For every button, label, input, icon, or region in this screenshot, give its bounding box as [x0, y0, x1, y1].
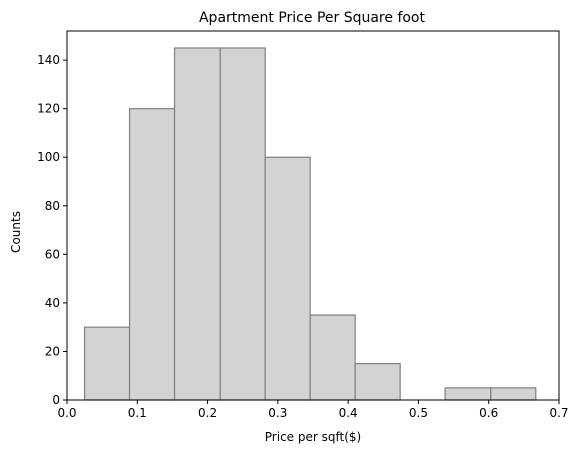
histogram-bar: [128, 108, 176, 401]
x-tick-label: 0.1: [128, 406, 147, 420]
y-tick-label: 80: [45, 199, 60, 213]
histogram-bar: [444, 387, 492, 401]
x-tick-label: 0.5: [409, 406, 428, 420]
histogram-bar: [219, 47, 266, 401]
chart-title: Apartment Price Per Square foot: [199, 10, 426, 26]
axes-layer: 0.0 0.1 0.2 0.3 0.4 0.5 0.6 0.7 0 20 40 60 80 100 120 1…: [37, 30, 569, 420]
x-tick-label: 0.6: [479, 406, 498, 420]
histogram-bar: [173, 47, 221, 401]
y-tick-label: 20: [45, 344, 60, 358]
histogram-bar: [83, 326, 131, 401]
histogram-bar: [354, 362, 401, 401]
x-tick-label: 0.7: [549, 406, 568, 420]
y-tick-label: 40: [45, 296, 60, 310]
y-tick-label: 60: [45, 247, 60, 261]
y-tick-label: 100: [37, 150, 60, 164]
x-tick-label: 0.4: [339, 406, 358, 420]
x-tick-label: 0.3: [268, 406, 287, 420]
y-tick-label: 120: [37, 102, 60, 116]
bars-layer: [83, 47, 537, 401]
histogram-bar: [490, 387, 537, 401]
x-tick-label: 0.0: [57, 406, 76, 420]
x-axis-label: Price per sqft($): [265, 430, 361, 444]
x-tick-label: 0.2: [198, 406, 217, 420]
y-axis-label: Counts: [9, 211, 23, 253]
y-tick-label: 140: [37, 53, 60, 67]
plot-frame: [66, 30, 560, 401]
histogram-bar: [309, 314, 356, 401]
histogram-bar: [264, 156, 311, 401]
y-tick-label: 0: [52, 393, 60, 407]
